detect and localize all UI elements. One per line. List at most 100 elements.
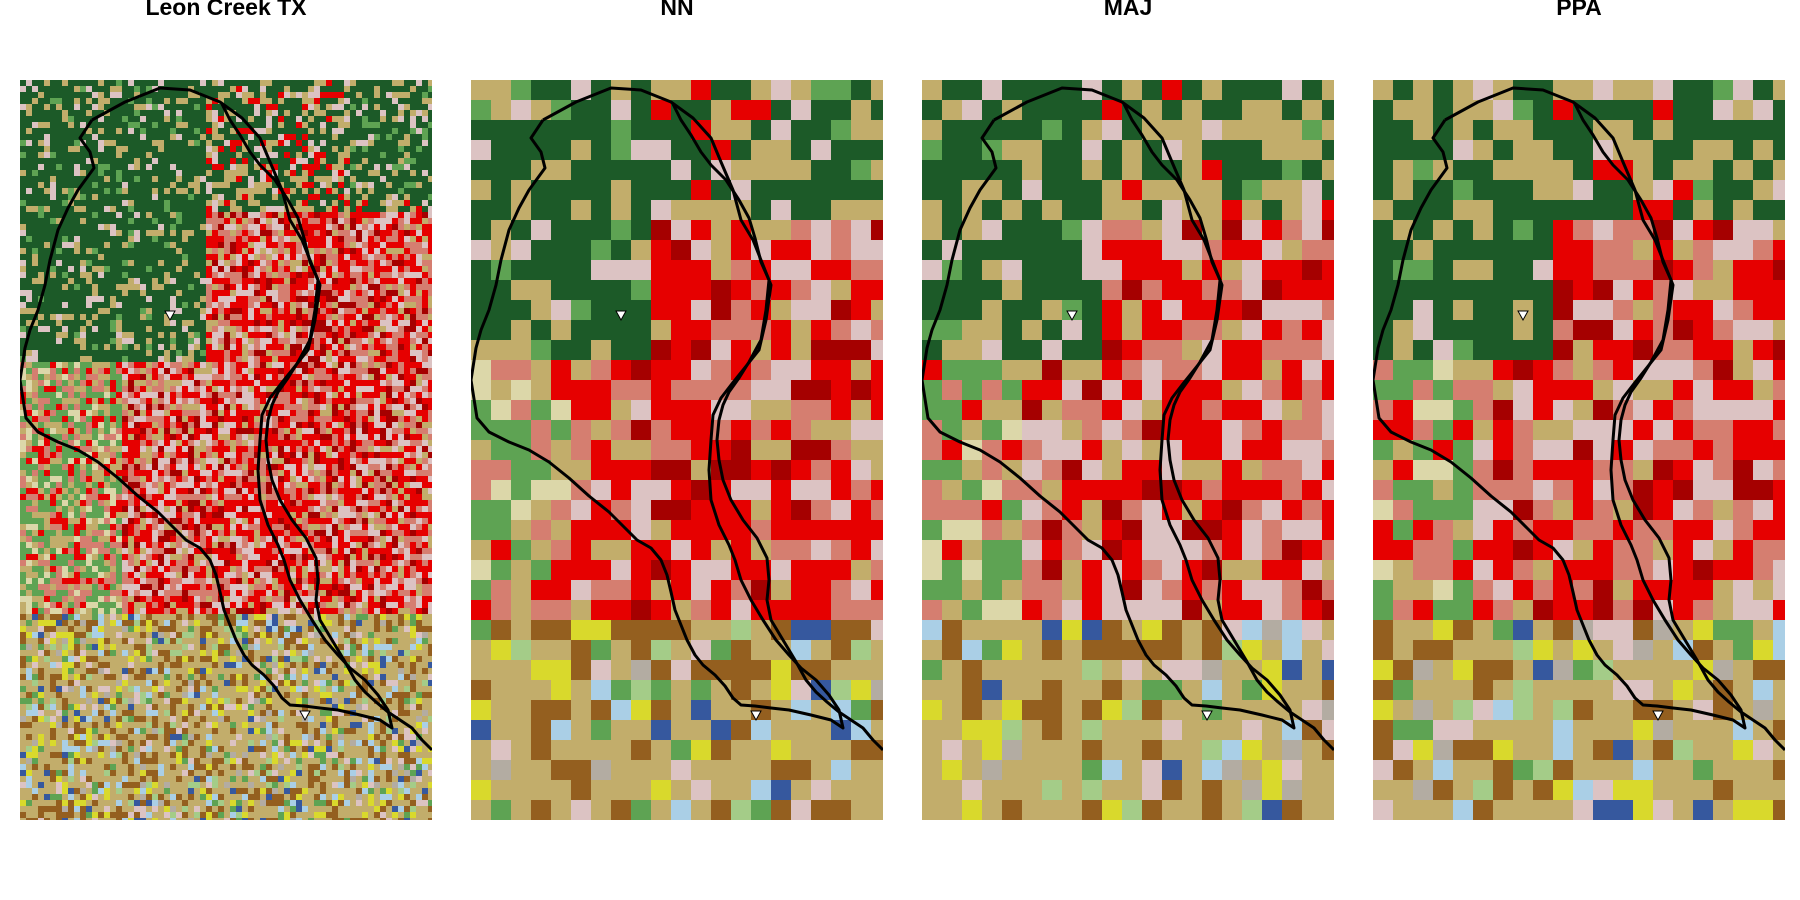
- land-cover-cell: [80, 338, 86, 344]
- land-cover-cell: [38, 104, 44, 110]
- land-cover-cell: [26, 92, 32, 98]
- land-cover-cell: [50, 488, 56, 494]
- land-cover-cell: [32, 92, 38, 98]
- land-cover-cell: [254, 122, 260, 128]
- land-cover-cell: [116, 410, 122, 416]
- land-cover-cell: [206, 452, 212, 458]
- land-cover-cell: [386, 194, 392, 200]
- land-cover-cell: [212, 104, 218, 110]
- land-cover-cell: [296, 146, 302, 152]
- land-cover-cell: [140, 254, 146, 260]
- land-cover-cell: [362, 158, 368, 164]
- land-cover-cell: [140, 242, 146, 248]
- land-cover-cell: [428, 428, 432, 434]
- land-cover-cell: [374, 410, 380, 416]
- land-cover-cell: [32, 362, 38, 368]
- land-cover-cell: [56, 452, 62, 458]
- land-cover-cell: [164, 488, 170, 494]
- land-cover-cell: [416, 392, 422, 398]
- land-cover-cell: [284, 458, 290, 464]
- land-cover-cell: [182, 344, 188, 350]
- land-cover-cell: [302, 104, 308, 110]
- land-cover-cell: [308, 212, 314, 218]
- land-cover-cell: [176, 422, 182, 428]
- land-cover-cell: [206, 128, 212, 134]
- land-cover-cell: [428, 434, 432, 440]
- land-cover-cell: [50, 266, 56, 272]
- land-cover-cell: [248, 86, 254, 92]
- land-cover-cell: [170, 476, 176, 482]
- land-cover-cell: [116, 458, 122, 464]
- land-cover-cell: [152, 356, 158, 362]
- land-cover-cell: [266, 140, 272, 146]
- land-cover-cell: [308, 188, 314, 194]
- land-cover-cell: [410, 314, 416, 320]
- land-cover-cell: [248, 116, 254, 122]
- land-cover-cell: [326, 386, 332, 392]
- land-cover-cell: [272, 332, 278, 338]
- land-cover-cell: [380, 302, 386, 308]
- land-cover-cell: [320, 422, 326, 428]
- land-cover-cell: [272, 224, 278, 230]
- land-cover-cell: [50, 152, 56, 158]
- land-cover-cell: [116, 428, 122, 434]
- land-cover-cell: [314, 428, 320, 434]
- land-cover-cell: [380, 458, 386, 464]
- land-cover-cell: [80, 260, 86, 266]
- land-cover-cell: [404, 140, 410, 146]
- land-cover-cell: [350, 410, 356, 416]
- land-cover-cell: [182, 458, 188, 464]
- land-cover-cell: [38, 500, 44, 506]
- land-cover-cell: [170, 392, 176, 398]
- land-cover-cell: [182, 356, 188, 362]
- land-cover-cell: [410, 446, 416, 452]
- land-cover-cell: [92, 470, 98, 476]
- land-cover-cell: [32, 128, 38, 134]
- land-cover-cell: [182, 200, 188, 206]
- land-cover-cell: [344, 206, 350, 212]
- land-cover-cell: [392, 506, 398, 512]
- land-cover-cell: [296, 140, 302, 146]
- land-cover-cell: [392, 464, 398, 470]
- land-cover-cell: [302, 398, 308, 404]
- land-cover-cell: [56, 416, 62, 422]
- land-cover-cell: [38, 302, 44, 308]
- land-cover-cell: [224, 188, 230, 194]
- land-cover-cell: [44, 236, 50, 242]
- land-cover-cell: [374, 272, 380, 278]
- land-cover-cell: [248, 428, 254, 434]
- land-cover-cell: [374, 380, 380, 386]
- land-cover-cell: [176, 236, 182, 242]
- land-cover-cell: [194, 320, 200, 326]
- land-cover-cell: [74, 86, 80, 92]
- land-cover-cell: [230, 362, 236, 368]
- land-cover-cell: [74, 254, 80, 260]
- land-cover-cell: [92, 176, 98, 182]
- land-cover-cell: [272, 206, 278, 212]
- land-cover-cell: [314, 392, 320, 398]
- land-cover-cell: [86, 308, 92, 314]
- land-cover-cell: [362, 224, 368, 230]
- land-cover-cell: [272, 290, 278, 296]
- land-cover-cell: [290, 212, 296, 218]
- land-cover-cell: [350, 236, 356, 242]
- land-cover-cell: [176, 296, 182, 302]
- land-cover-cell: [296, 416, 302, 422]
- land-cover-cell: [314, 500, 320, 506]
- land-cover-cell: [38, 506, 44, 512]
- land-cover-cell: [296, 500, 302, 506]
- land-cover-cell: [92, 182, 98, 188]
- land-cover-cell: [272, 458, 278, 464]
- land-cover-cell: [308, 200, 314, 206]
- land-cover-cell: [362, 506, 368, 512]
- land-cover-cell: [194, 356, 200, 362]
- land-cover-cell: [98, 404, 104, 410]
- land-cover-cell: [260, 110, 266, 116]
- land-cover-cell: [188, 410, 194, 416]
- land-cover-cell: [428, 140, 432, 146]
- land-cover-cell: [326, 206, 332, 212]
- land-cover-cell: [134, 512, 140, 518]
- land-cover-cell: [44, 92, 50, 98]
- land-cover-cell: [272, 260, 278, 266]
- land-cover-cell: [200, 146, 206, 152]
